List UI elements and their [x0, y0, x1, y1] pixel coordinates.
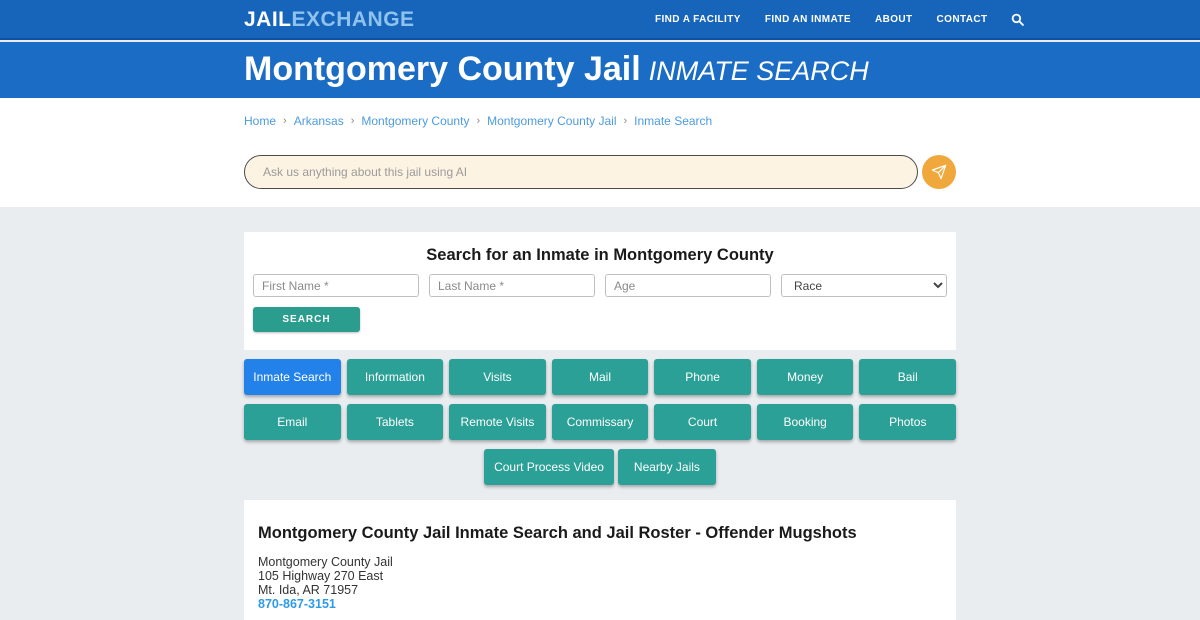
nav-about[interactable]: ABOUT — [874, 13, 913, 25]
search-icon[interactable] — [1011, 13, 1025, 26]
tab-information[interactable]: Information — [346, 359, 444, 395]
tab-commissary[interactable]: Commissary — [551, 404, 649, 440]
tabs-row-1: Inmate Search Information Visits Mail Ph… — [244, 359, 957, 395]
tab-booking[interactable]: Booking — [756, 404, 854, 440]
ai-question-bar — [244, 155, 956, 189]
form-fields-row: Race — [244, 274, 956, 297]
ai-question-input[interactable] — [244, 155, 918, 189]
tab-mail[interactable]: Mail — [551, 359, 649, 395]
tab-tablets[interactable]: Tablets — [346, 404, 444, 440]
tab-visits[interactable]: Visits — [449, 359, 546, 395]
address-line-city: Mt. Ida, AR 71957 — [258, 583, 359, 597]
form-title: Search for an Inmate in Montgomery Count… — [426, 246, 774, 264]
tab-phone[interactable]: Phone — [654, 359, 751, 395]
breadcrumb-separator: › — [476, 115, 481, 127]
page-title-banner: Montgomery County Jail INMATE SEARCH — [0, 42, 1200, 98]
inmate-search-form-card: Search for an Inmate in Montgomery Count… — [244, 232, 956, 350]
jailexchange-logo[interactable]: JAILEXCHANGE — [244, 8, 415, 32]
tab-court[interactable]: Court — [654, 404, 751, 440]
logo-text-jail: JAIL — [244, 8, 292, 31]
tab-nearby-jails[interactable]: Nearby Jails — [617, 449, 716, 485]
tab-bail[interactable]: Bail — [859, 359, 957, 395]
banner-text: Montgomery County Jail INMATE SEARCH — [244, 50, 869, 89]
logo-text-exchange: EXCHANGE — [291, 8, 415, 31]
breadcrumb-separator: › — [623, 115, 628, 127]
jail-info-card: Montgomery County Jail Inmate Search and… — [244, 500, 956, 620]
age-field[interactable] — [605, 274, 771, 297]
tab-money[interactable]: Money — [756, 359, 854, 395]
race-select[interactable]: Race — [781, 274, 947, 297]
top-navigation: FIND A FACILITY FIND AN INMATE ABOUT CON… — [655, 0, 1025, 38]
breadcrumb-montgomery-county[interactable]: Montgomery County — [361, 114, 470, 128]
first-name-field[interactable] — [253, 274, 419, 297]
address-line-name: Montgomery County Jail — [258, 555, 393, 569]
breadcrumb-montgomery-county-jail[interactable]: Montgomery County Jail — [487, 114, 617, 128]
nav-find-an-inmate[interactable]: FIND AN INMATE — [764, 13, 851, 25]
address-line-street: 105 Highway 270 East — [258, 569, 384, 583]
main-content-area: Search for an Inmate in Montgomery Count… — [0, 207, 1200, 620]
jail-address-block: Montgomery County Jail 105 Highway 270 E… — [244, 543, 956, 611]
tabs-row-2: Email Tablets Remote Visits Commissary C… — [244, 404, 957, 440]
content-heading: Montgomery County Jail Inmate Search and… — [258, 524, 857, 542]
breadcrumb-arkansas[interactable]: Arkansas — [293, 114, 344, 128]
breadcrumb-separator: › — [350, 115, 355, 127]
tab-email[interactable]: Email — [244, 404, 341, 440]
tabs-row-3: Court Process Video Nearby Jails — [0, 449, 1200, 485]
search-button[interactable]: SEARCH — [253, 307, 360, 332]
breadcrumb: Home › Arkansas › Montgomery County › Mo… — [244, 114, 712, 128]
page-subtitle: INMATE SEARCH — [648, 56, 869, 86]
paper-plane-icon — [931, 164, 947, 180]
breadcrumb-search-section: Home › Arkansas › Montgomery County › Mo… — [0, 98, 1200, 207]
tab-remote-visits[interactable]: Remote Visits — [449, 404, 546, 440]
ai-send-button[interactable] — [922, 155, 956, 189]
phone-link[interactable]: 870-867-3151 — [258, 597, 336, 611]
tab-photos[interactable]: Photos — [859, 404, 957, 440]
nav-find-a-facility[interactable]: FIND A FACILITY — [655, 13, 741, 25]
tab-court-process-video[interactable]: Court Process Video — [484, 449, 614, 485]
last-name-field[interactable] — [429, 274, 595, 297]
breadcrumb-inmate-search[interactable]: Inmate Search — [634, 114, 713, 128]
top-header-bar: JAILEXCHANGE FIND A FACILITY FIND AN INM… — [0, 0, 1200, 40]
page-title: Montgomery County Jail — [244, 50, 641, 88]
tab-inmate-search[interactable]: Inmate Search — [244, 359, 341, 395]
nav-contact[interactable]: CONTACT — [936, 13, 988, 25]
breadcrumb-separator: › — [283, 115, 287, 127]
breadcrumb-home[interactable]: Home — [244, 114, 277, 128]
